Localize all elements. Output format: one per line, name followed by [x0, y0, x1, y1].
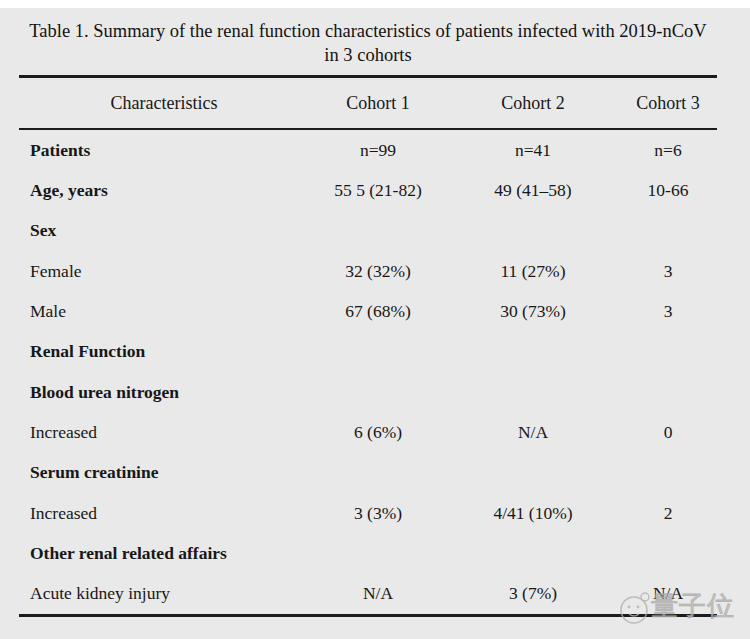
row-label: Increased [19, 422, 309, 443]
table: Table 1. Summary of the renal function c… [19, 8, 717, 617]
cohort1-value: 32 (32%) [309, 261, 447, 282]
row-label: Renal Function [19, 341, 309, 362]
cohort3-value: 3 [619, 301, 717, 322]
table-row: Serum creatinine [19, 453, 717, 493]
table-title: Table 1. Summary of the renal function c… [19, 8, 717, 78]
cohort1-value: 55 5 (21-82) [309, 180, 447, 201]
cohort2-value: 3 (7%) [447, 583, 619, 604]
cohort1-value: 67 (68%) [309, 301, 447, 322]
table-title-line2: in 3 cohorts [19, 43, 717, 67]
header-cohort-2: Cohort 2 [447, 93, 619, 114]
header-cohort-3: Cohort 3 [619, 93, 717, 114]
cohort2-value: 49 (41–58) [447, 180, 619, 201]
cohort3-value: N/A [619, 583, 717, 604]
row-label: Male [19, 301, 309, 322]
cohort3-value: n=6 [619, 140, 717, 161]
table-row: Age, years 55 5 (21-82) 49 (41–58) 10-66 [19, 170, 717, 210]
cohort3-value: 10-66 [619, 180, 717, 201]
cohort3-value: 0 [619, 422, 717, 443]
cohort2-value: 4/41 (10%) [447, 503, 619, 524]
row-label: Increased [19, 503, 309, 524]
row-label: Acute kidney injury [19, 583, 309, 604]
table-row: Increased 6 (6%) N/A 0 [19, 412, 717, 452]
row-label: Other renal related affairs [19, 543, 309, 564]
cohort2-value: N/A [447, 422, 619, 443]
row-label: Patients [19, 140, 309, 161]
cohort1-value: 6 (6%) [309, 422, 447, 443]
cohort3-value: 2 [619, 503, 717, 524]
cohort1-value: N/A [309, 583, 447, 604]
table-row: Other renal related affairs [19, 533, 717, 573]
page-background: Table 1. Summary of the renal function c… [0, 8, 750, 639]
table-row: Increased 3 (3%) 4/41 (10%) 2 [19, 493, 717, 533]
cohort2-value: 11 (27%) [447, 261, 619, 282]
cohort1-value: 3 (3%) [309, 503, 447, 524]
row-label: Serum creatinine [19, 462, 309, 483]
header-characteristics: Characteristics [19, 93, 309, 114]
table-row: Blood urea nitrogen [19, 372, 717, 412]
table-header-row: Characteristics Cohort 1 Cohort 2 Cohort… [19, 78, 717, 130]
header-cohort-1: Cohort 1 [309, 93, 447, 114]
table-row: Sex [19, 211, 717, 251]
table-row: Female 32 (32%) 11 (27%) 3 [19, 251, 717, 291]
table-row: Acute kidney injury N/A 3 (7%) N/A [19, 574, 717, 614]
table-title-line1: Table 1. Summary of the renal function c… [19, 19, 717, 43]
cohort2-value: n=41 [447, 140, 619, 161]
row-label: Sex [19, 220, 309, 241]
row-label: Blood urea nitrogen [19, 382, 309, 403]
table-body: Patients n=99 n=41 n=6 Age, years 55 5 (… [19, 130, 717, 617]
cohort3-value: 3 [619, 261, 717, 282]
row-label: Age, years [19, 180, 309, 201]
table-row: Male 67 (68%) 30 (73%) 3 [19, 291, 717, 331]
cohort2-value: 30 (73%) [447, 301, 619, 322]
table-row: Patients n=99 n=41 n=6 [19, 130, 717, 170]
cohort1-value: n=99 [309, 140, 447, 161]
row-label: Female [19, 261, 309, 282]
table-row: Renal Function [19, 332, 717, 372]
